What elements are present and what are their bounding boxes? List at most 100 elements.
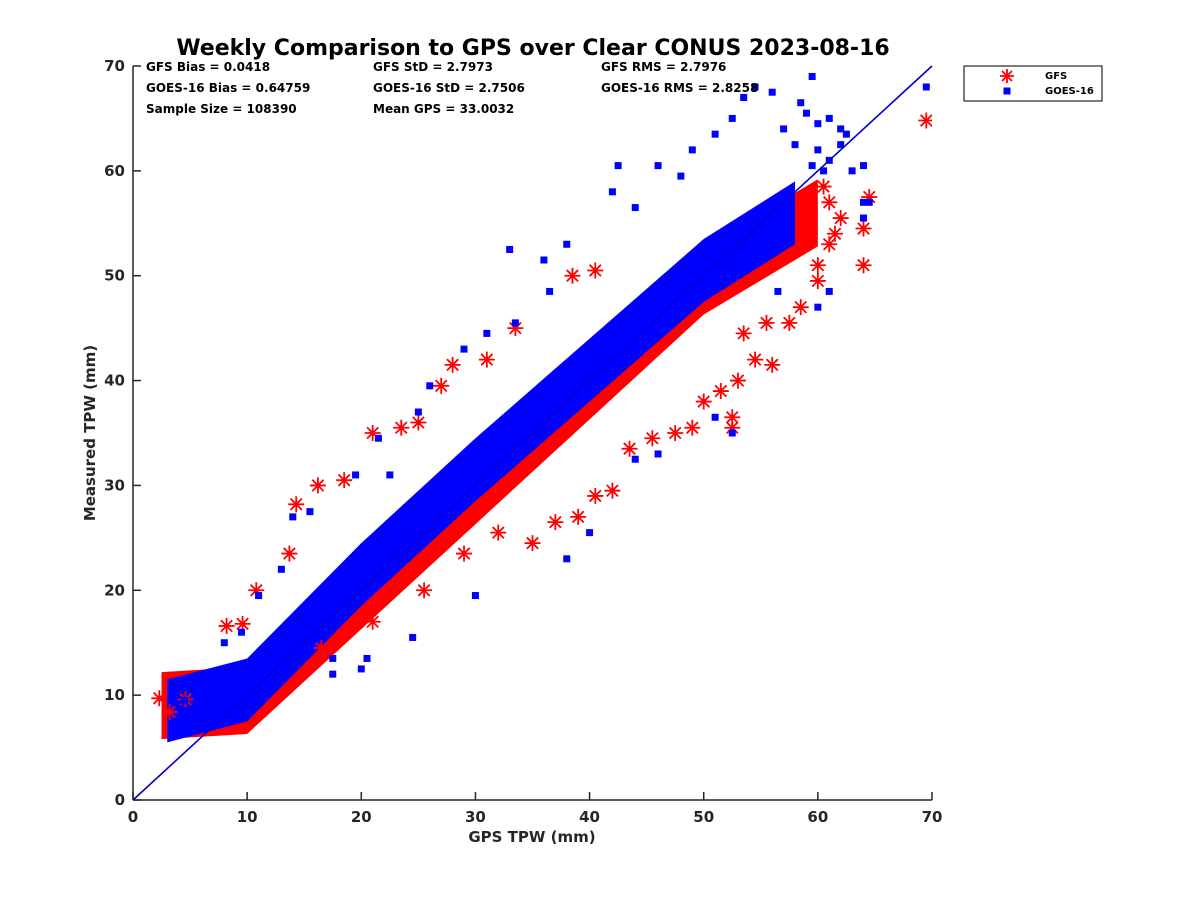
gfs-point xyxy=(161,703,178,720)
y-tick-label: 50 xyxy=(104,267,125,285)
stat-mean-gps: Mean GPS = 33.0032 xyxy=(373,102,514,116)
goes16-point xyxy=(631,204,639,212)
goes16-point xyxy=(842,130,850,138)
gfs-point xyxy=(433,377,450,394)
goes16-point xyxy=(768,88,776,96)
goes16-point xyxy=(483,329,491,337)
stat-gfs-std: GFS StD = 2.7973 xyxy=(373,60,493,74)
gfs-point xyxy=(336,472,353,489)
chart-title: Weekly Comparison to GPS over Clear CONU… xyxy=(176,36,889,61)
goes16-point xyxy=(837,125,845,133)
goes16-point xyxy=(865,198,873,206)
gfs-point xyxy=(729,372,746,389)
goes16-point xyxy=(306,508,314,516)
legend-goes16-square xyxy=(1003,87,1011,95)
goes16-point xyxy=(546,287,554,295)
gfs-point xyxy=(621,440,638,457)
gfs-point xyxy=(826,225,843,242)
goes16-point xyxy=(802,109,810,117)
gfs-point xyxy=(821,236,838,253)
plot-area xyxy=(132,65,933,801)
goes16-point xyxy=(774,287,782,295)
goes16-point xyxy=(352,471,360,479)
gfs-point xyxy=(364,425,381,441)
y-axis-ticks: 0 10 20 30 40 50 60 70 xyxy=(104,57,141,809)
x-axis-label: GPS TPW (mm) xyxy=(468,828,595,846)
gfs-point xyxy=(281,545,298,562)
goes16-point xyxy=(808,162,816,170)
y-tick-label: 0 xyxy=(115,791,125,809)
goes16-point xyxy=(363,654,371,662)
scatter-points-layer xyxy=(151,72,932,736)
goes16-density-band xyxy=(167,181,796,743)
gfs-point xyxy=(410,414,427,431)
gfs-point xyxy=(735,325,752,342)
goes16-point xyxy=(751,83,759,91)
legend-box xyxy=(963,65,1103,102)
gfs-point xyxy=(861,189,878,206)
goes16-point xyxy=(172,691,180,699)
stat-goes16-std: GOES-16 StD = 2.7506 xyxy=(373,81,525,95)
goes16-point xyxy=(255,592,263,600)
gfs-point xyxy=(747,351,764,368)
y-axis-label: Measured TPW (mm) xyxy=(81,345,99,521)
scatter-density-layer xyxy=(161,179,818,743)
gfs-point xyxy=(248,582,265,599)
x-tick-label: 30 xyxy=(465,808,486,826)
one-to-one-reference-line xyxy=(132,65,933,801)
gfs-point xyxy=(456,545,473,562)
gfs-point xyxy=(393,419,410,436)
goes16-point xyxy=(426,382,434,390)
goes16-point xyxy=(180,696,188,704)
gfs-point xyxy=(478,351,495,368)
gfs-point xyxy=(570,508,587,525)
goes16-point xyxy=(563,240,571,248)
goes16-point xyxy=(922,83,930,91)
goes16-point xyxy=(540,256,548,264)
y-tick-label: 30 xyxy=(104,476,125,494)
gfs-point xyxy=(695,393,712,410)
goes16-point xyxy=(220,639,228,647)
legend-label-gfs: GFS xyxy=(1045,71,1067,82)
goes16-point xyxy=(329,654,337,662)
gfs-point xyxy=(309,477,326,494)
goes16-point xyxy=(837,141,845,149)
legend-marker-gfs xyxy=(1000,69,1014,83)
goes16-point xyxy=(791,141,799,149)
gfs-point xyxy=(667,425,684,441)
goes16-point xyxy=(654,162,662,170)
goes16-point xyxy=(740,93,748,101)
goes16-point xyxy=(608,188,616,196)
gfs-point xyxy=(564,267,581,284)
goes16-point xyxy=(277,565,285,573)
x-tick-label: 10 xyxy=(237,808,258,826)
gfs-point xyxy=(218,617,235,634)
goes16-point xyxy=(825,287,833,295)
gfs-point xyxy=(604,482,621,499)
legend-marker-goes16 xyxy=(1003,87,1011,95)
gfs-point xyxy=(444,356,461,373)
gfs-point xyxy=(364,613,381,630)
goes16-point xyxy=(688,146,696,154)
gfs-point xyxy=(821,194,838,211)
goes16-point xyxy=(414,408,422,416)
gfs-point xyxy=(684,419,701,436)
goes16-point xyxy=(175,725,183,733)
goes16-point xyxy=(586,529,594,537)
gfs-point xyxy=(507,320,524,337)
goes16-point xyxy=(860,198,868,206)
goes16-point xyxy=(386,471,394,479)
gfs-point xyxy=(313,639,330,656)
goes16-point xyxy=(860,162,868,170)
goes16-point xyxy=(860,214,868,222)
goes16-point xyxy=(677,172,685,180)
gfs-point xyxy=(524,535,541,552)
x-tick-label: 60 xyxy=(807,808,828,826)
goes16-point xyxy=(409,633,417,641)
gfs-point xyxy=(587,262,604,279)
statistics-annotations: GFS Bias = 0.0418 GFS StD = 2.7973 GFS R… xyxy=(146,60,758,116)
gfs-point xyxy=(587,487,604,504)
goes16-point xyxy=(814,303,822,311)
